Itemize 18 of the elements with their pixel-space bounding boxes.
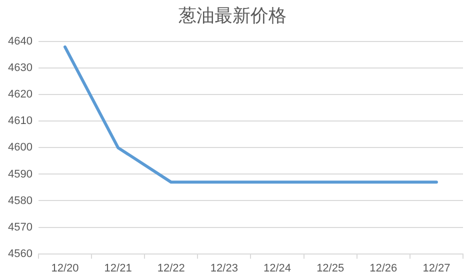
x-tick-label: 12/22 <box>157 262 185 274</box>
y-tick-label: 4640 <box>8 36 32 48</box>
y-tick-label: 4620 <box>8 88 32 101</box>
y-tick-label: 4600 <box>8 142 32 154</box>
chart-title: 葱油最新价格 <box>178 5 286 26</box>
y-tick-label: 4630 <box>8 62 32 74</box>
x-tick-label: 12/20 <box>51 262 79 274</box>
x-tick-label: 12/21 <box>104 262 132 274</box>
y-tick-label: 4570 <box>8 221 32 234</box>
y-tick-label: 4560 <box>8 248 32 260</box>
x-tick-label: 12/26 <box>370 262 398 274</box>
x-tick-label: 12/27 <box>422 262 450 274</box>
x-tick-label: 12/24 <box>264 262 292 274</box>
x-tick-label: 12/25 <box>316 262 344 274</box>
y-tick-label: 4580 <box>8 194 32 207</box>
y-tick-label: 4590 <box>8 168 32 180</box>
x-tick-label: 12/23 <box>210 262 238 274</box>
y-tick-label: 4610 <box>8 115 32 128</box>
